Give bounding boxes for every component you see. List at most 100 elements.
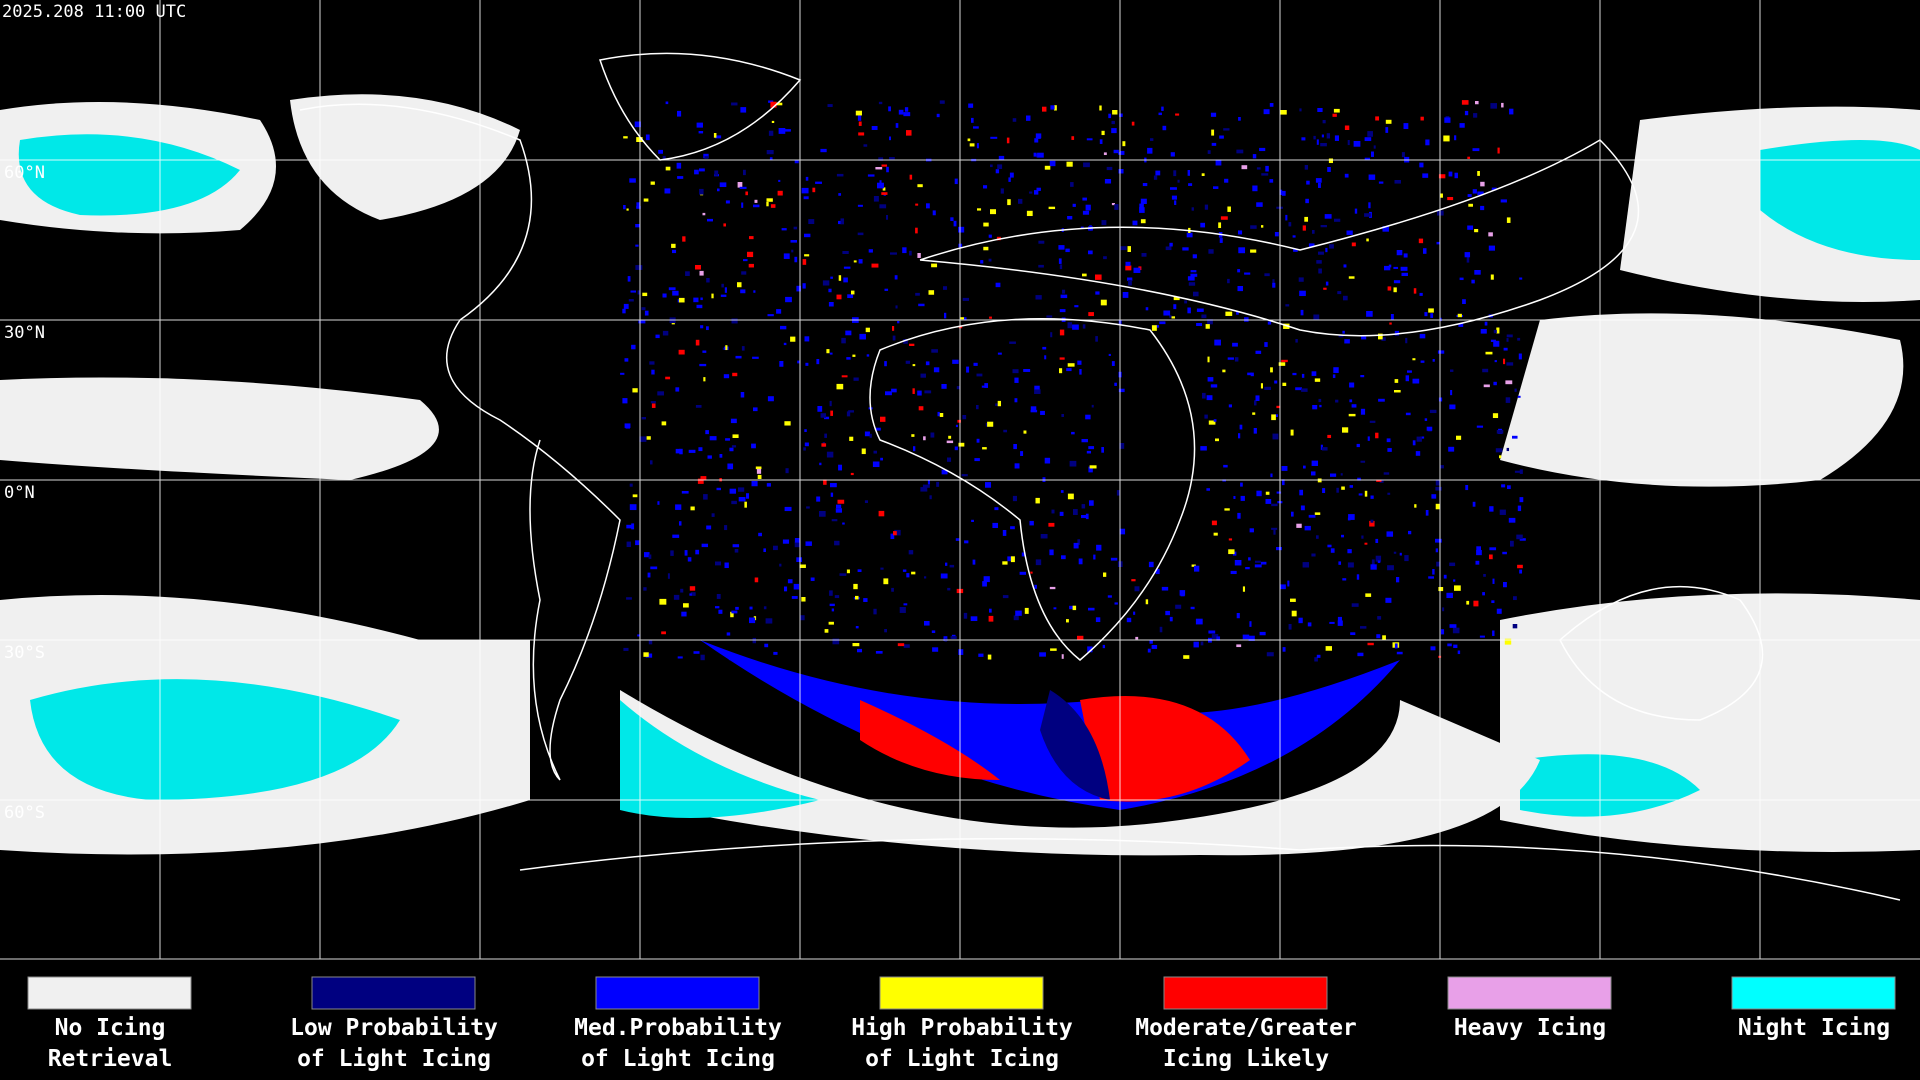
speckle [1249,621,1252,627]
speckle [1480,181,1485,187]
speckle [1510,540,1514,547]
speckle [970,616,978,622]
speckle [1306,180,1310,185]
speckle [1431,494,1437,499]
icing-area [1040,690,1110,800]
speckle [857,232,864,236]
speckle [700,325,704,329]
speckle [1150,138,1154,141]
speckle [695,405,702,408]
speckle [703,494,708,500]
speckle [1173,304,1177,310]
speckle [980,260,984,264]
speckle [839,573,847,576]
speckle [720,294,727,297]
speckle [1200,222,1206,228]
speckle [1119,113,1123,117]
speckle [642,292,648,297]
speckle [1261,173,1269,176]
speckle [751,481,758,487]
speckle [738,497,746,502]
speckle [1413,288,1417,294]
speckle [768,100,774,103]
speckle [684,550,688,556]
speckle [711,513,715,517]
speckle [1457,313,1462,318]
speckle [1488,232,1493,237]
speckle [1067,363,1075,367]
speckle [972,559,976,565]
speckle [1175,604,1182,609]
speckle [1456,435,1462,440]
speckle [971,117,974,123]
speckle [1418,238,1424,244]
speckle [1213,419,1217,422]
speckle [628,299,634,302]
speckle [924,576,927,579]
speckle [1007,556,1013,562]
speckle [867,174,875,177]
speckle [1190,270,1197,273]
speckle [878,510,885,517]
speckle [1085,414,1091,420]
speckle [734,549,739,553]
speckle [1023,430,1027,434]
speckle [1073,542,1079,549]
speckle [1082,197,1087,201]
speckle [749,606,753,610]
speckle [1114,602,1118,605]
speckle [1039,652,1046,657]
speckle [1308,514,1316,518]
speckle [1323,287,1327,290]
speckle [816,359,820,365]
speckle [1206,395,1213,401]
speckle [1026,115,1031,121]
speckle [1214,339,1221,346]
speckle [1035,559,1042,566]
speckle [702,350,707,353]
speckle [1265,491,1270,495]
speckle [890,533,895,540]
speckle [1161,106,1164,111]
speckle [1316,654,1321,658]
speckle [895,305,898,309]
speckle [1503,582,1507,588]
speckle [1385,119,1392,124]
speckle [1119,150,1125,155]
speckle [871,126,878,130]
speckle [894,275,898,280]
speckle [626,541,631,548]
speckle [1101,220,1107,226]
speckle [943,286,948,290]
speckle [1095,336,1098,342]
speckle [625,425,631,429]
legend-label: Retrieval [48,1046,173,1072]
speckle [780,325,787,330]
speckle [1420,436,1425,439]
speckle [1298,617,1303,624]
speckle [794,256,798,263]
speckle [1368,202,1371,209]
speckle [1024,607,1029,614]
speckle [1263,109,1270,115]
speckle [1280,584,1286,590]
speckle [977,208,982,211]
speckle [1299,108,1302,112]
speckle [1013,615,1019,621]
speckle [1379,479,1384,483]
speckle [1029,191,1033,194]
speckle [645,653,653,658]
speckle [804,336,810,342]
speckle [1191,564,1196,567]
speckle [1029,520,1034,526]
speckle [1165,610,1170,616]
speckle [1278,362,1286,366]
speckle [881,192,888,195]
speckle [852,354,856,357]
speckle [1190,273,1198,277]
speckle [1234,357,1239,362]
speckle [797,360,800,364]
speckle [889,157,895,160]
graticule [0,0,1920,960]
